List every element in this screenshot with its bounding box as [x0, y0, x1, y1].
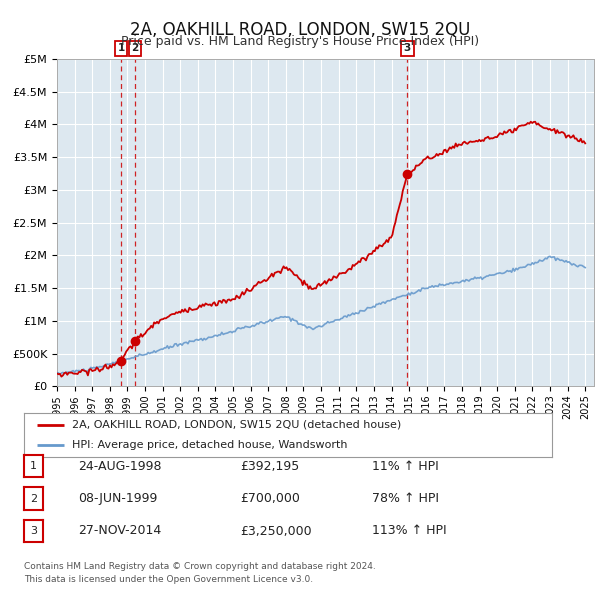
Text: 1: 1: [30, 461, 37, 471]
Text: £700,000: £700,000: [240, 492, 300, 505]
Text: 113% ↑ HPI: 113% ↑ HPI: [372, 525, 446, 537]
Text: HPI: Average price, detached house, Wandsworth: HPI: Average price, detached house, Wand…: [71, 440, 347, 450]
Text: 27-NOV-2014: 27-NOV-2014: [78, 525, 161, 537]
Text: £392,195: £392,195: [240, 460, 299, 473]
Text: £3,250,000: £3,250,000: [240, 525, 311, 537]
Text: 1: 1: [118, 44, 125, 54]
Text: 78% ↑ HPI: 78% ↑ HPI: [372, 492, 439, 505]
Text: This data is licensed under the Open Government Licence v3.0.: This data is licensed under the Open Gov…: [24, 575, 313, 584]
Text: 2: 2: [30, 494, 37, 503]
Text: Price paid vs. HM Land Registry's House Price Index (HPI): Price paid vs. HM Land Registry's House …: [121, 35, 479, 48]
Text: 3: 3: [30, 526, 37, 536]
Text: Contains HM Land Registry data © Crown copyright and database right 2024.: Contains HM Land Registry data © Crown c…: [24, 562, 376, 571]
Text: 11% ↑ HPI: 11% ↑ HPI: [372, 460, 439, 473]
Text: 3: 3: [404, 44, 411, 54]
Text: 2: 2: [131, 44, 139, 54]
Text: 24-AUG-1998: 24-AUG-1998: [78, 460, 161, 473]
Text: 08-JUN-1999: 08-JUN-1999: [78, 492, 157, 505]
Text: 2A, OAKHILL ROAD, LONDON, SW15 2QU (detached house): 2A, OAKHILL ROAD, LONDON, SW15 2QU (deta…: [71, 420, 401, 430]
Text: 2A, OAKHILL ROAD, LONDON, SW15 2QU: 2A, OAKHILL ROAD, LONDON, SW15 2QU: [130, 21, 470, 39]
